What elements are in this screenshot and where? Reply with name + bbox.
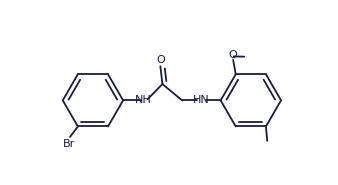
Text: O: O <box>156 56 165 65</box>
Text: Br: Br <box>63 139 75 149</box>
Text: NH: NH <box>135 95 151 105</box>
Text: HN: HN <box>193 95 209 105</box>
Text: O: O <box>229 50 238 60</box>
Text: methyl: methyl <box>270 142 275 143</box>
Text: methoxy: methoxy <box>247 55 253 56</box>
